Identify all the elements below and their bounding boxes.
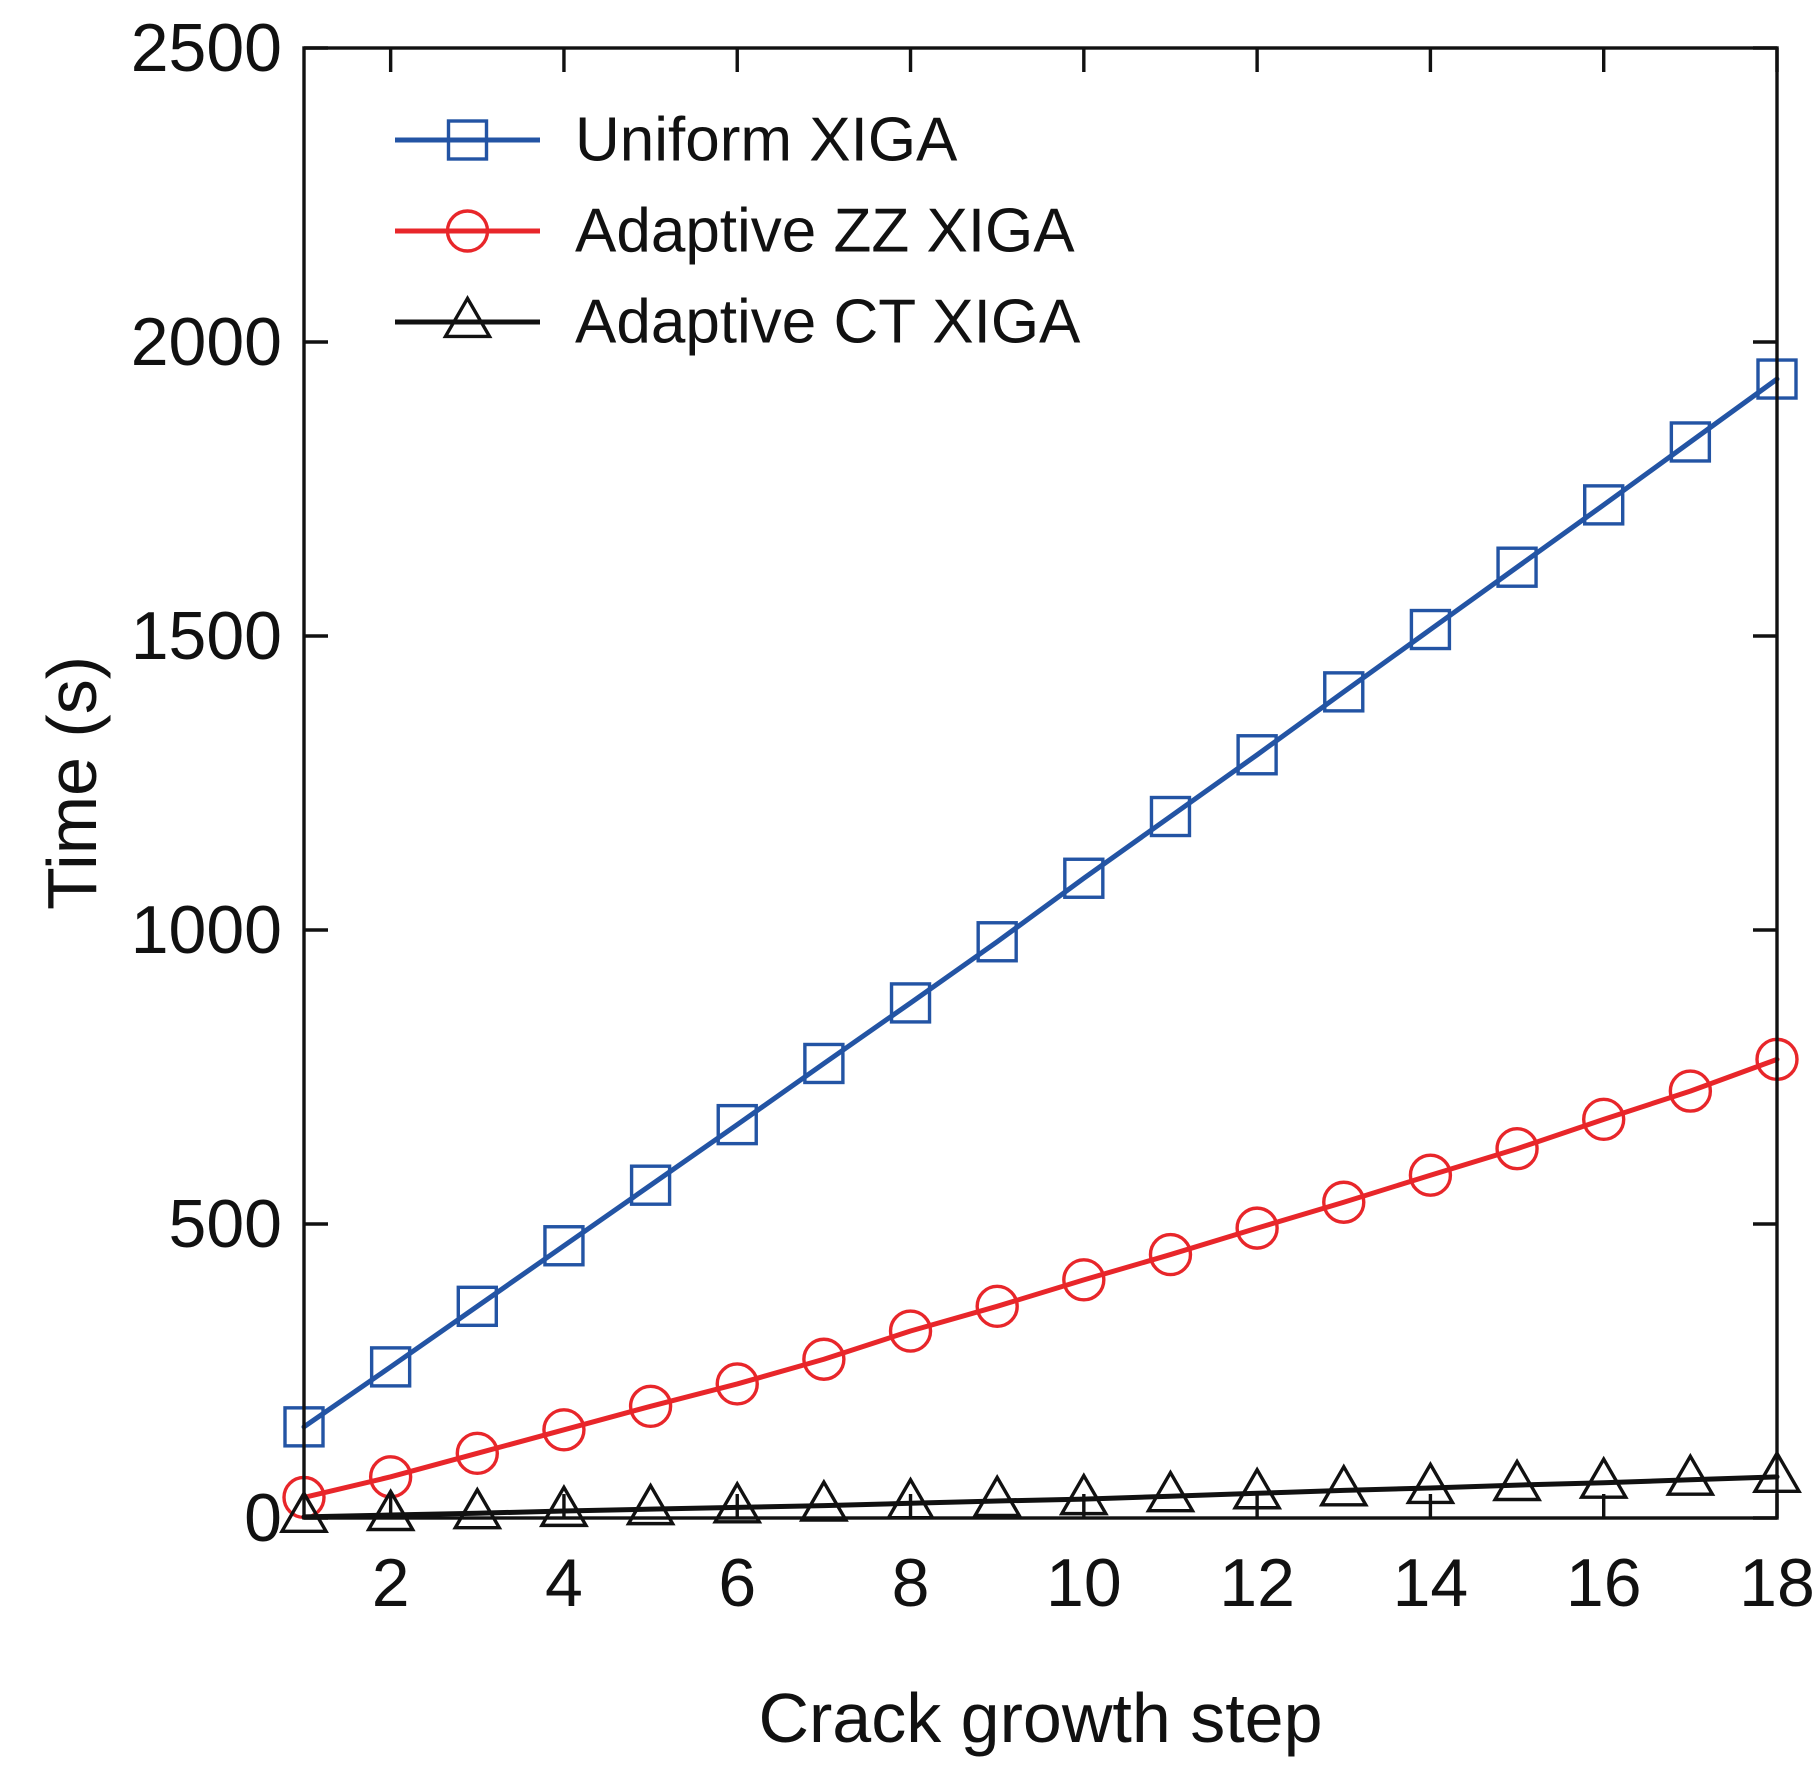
series-line-uniform-xiga: [301, 376, 1780, 1430]
data-point-uniform-xiga: [976, 921, 1018, 963]
x-axis-title: Crack growth step: [758, 1679, 1322, 1757]
legend: Uniform XIGA Adaptive ZZ XIGA Adaptive CT …: [395, 106, 1081, 357]
x-tick-label: 2: [372, 1545, 410, 1621]
data-point-uniform-xiga: [369, 1346, 412, 1388]
data-point-uniform-xiga: [1583, 484, 1625, 526]
data-point-uniform-xiga: [1409, 608, 1452, 651]
data-point-uniform-xiga: [1063, 857, 1105, 899]
series-uniform-xiga: [283, 358, 1798, 1448]
data-point-uniform-xiga: [1496, 546, 1538, 588]
data-point-uniform-xiga: [1149, 795, 1192, 838]
x-tick-label: 18: [1739, 1545, 1815, 1621]
x-tick-label: 12: [1219, 1545, 1295, 1621]
legend-item-adaptive-zz-xiga: Adaptive ZZ XIGA: [395, 197, 1075, 266]
legend-label: Adaptive CT XIGA: [575, 288, 1081, 357]
data-point-adaptive-zz-xiga: [888, 1309, 933, 1353]
data-point-adaptive-zz-xiga: [1495, 1127, 1539, 1171]
plot-layer: [279, 358, 1802, 1533]
data-point-adaptive-ct-xiga: [1145, 1469, 1196, 1513]
x-tick-label: 10: [1046, 1545, 1122, 1621]
legend-item-adaptive-ct-xiga: Adaptive CT XIGA: [395, 288, 1081, 357]
data-point-adaptive-zz-xiga: [1148, 1232, 1193, 1277]
series-line-adaptive-ct-xiga: [301, 1474, 1780, 1520]
y-tick-label: 1000: [131, 892, 282, 968]
y-tick-label: 0: [244, 1480, 282, 1556]
x-tick-label: 6: [718, 1545, 756, 1621]
data-point-adaptive-ct-xiga: [625, 1482, 676, 1526]
data-point-adaptive-zz-xiga: [802, 1337, 846, 1381]
data-point-adaptive-zz-xiga: [1408, 1153, 1453, 1197]
data-point-adaptive-ct-xiga: [1492, 1458, 1543, 1502]
data-point-adaptive-zz-xiga: [715, 1362, 759, 1406]
legend-marker: [445, 209, 490, 253]
y-tick-label: 1500: [131, 598, 282, 674]
data-point-adaptive-ct-xiga: [452, 1486, 503, 1530]
data-point-adaptive-ct-xiga: [1318, 1463, 1369, 1507]
data-point-uniform-xiga: [543, 1225, 585, 1267]
data-point-adaptive-ct-xiga: [1665, 1452, 1716, 1496]
data-point-adaptive-zz-xiga: [455, 1431, 499, 1476]
x-tick-label: 14: [1393, 1545, 1469, 1621]
data-point-uniform-xiga: [629, 1164, 672, 1206]
series-adaptive-zz-xiga: [282, 1037, 1799, 1520]
legend-item-uniform-xiga: Uniform XIGA: [395, 106, 958, 175]
series-adaptive-ct-xiga: [279, 1449, 1802, 1533]
series-line-adaptive-zz-xiga: [301, 1056, 1780, 1500]
data-point-adaptive-zz-xiga: [1322, 1180, 1366, 1224]
data-point-uniform-xiga: [803, 1042, 845, 1085]
legend-label: Uniform XIGA: [575, 106, 958, 175]
y-axis-title: Time (s): [33, 656, 111, 910]
data-point-adaptive-zz-xiga: [1062, 1258, 1106, 1302]
legend-marker: [442, 295, 493, 339]
data-point-uniform-xiga: [889, 982, 932, 1024]
data-point-adaptive-ct-xiga: [712, 1480, 763, 1524]
data-point-adaptive-ct-xiga: [798, 1478, 849, 1522]
y-tick-label: 2000: [131, 304, 282, 380]
data-point-adaptive-zz-xiga: [542, 1408, 586, 1452]
x-tick-label: 8: [892, 1545, 930, 1621]
data-point-uniform-xiga: [716, 1103, 758, 1146]
plot-frame: [302, 46, 1779, 1520]
data-point-uniform-xiga: [456, 1285, 498, 1328]
data-point-adaptive-zz-xiga: [1235, 1206, 1279, 1250]
x-tick-label: 4: [545, 1545, 583, 1621]
x-tick-label: 16: [1566, 1545, 1642, 1621]
data-point-adaptive-zz-xiga: [628, 1384, 673, 1428]
data-point-uniform-xiga: [1236, 734, 1278, 776]
data-point-adaptive-ct-xiga: [1578, 1455, 1629, 1499]
axes-layer: 0 500 1000 1500 2000 2500 2 4 6 8 10 12 14 16 18 Crack …: [33, 10, 1815, 1757]
y-tick-label: 2500: [131, 10, 282, 86]
legend-label: Adaptive ZZ XIGA: [575, 197, 1075, 266]
data-point-adaptive-ct-xiga: [279, 1489, 329, 1533]
data-point-adaptive-zz-xiga: [1668, 1069, 1713, 1113]
data-point-adaptive-ct-xiga: [972, 1473, 1023, 1518]
data-point-adaptive-zz-xiga: [1582, 1097, 1626, 1142]
y-tick-label: 500: [169, 1186, 282, 1262]
data-point-uniform-xiga: [1323, 671, 1365, 713]
data-point-adaptive-ct-xiga: [365, 1488, 416, 1532]
legend-marker: [446, 119, 489, 161]
data-point-adaptive-zz-xiga: [975, 1284, 1019, 1329]
data-point-adaptive-ct-xiga: [538, 1483, 589, 1528]
data-point-uniform-xiga: [1669, 421, 1712, 463]
